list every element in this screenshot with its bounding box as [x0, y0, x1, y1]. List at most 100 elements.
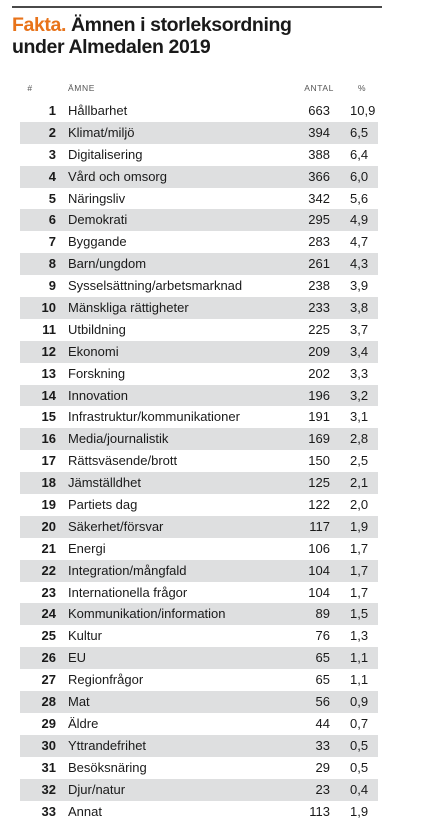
row-subject: Innovation	[68, 387, 128, 403]
row-percent: 4,7	[350, 234, 369, 250]
row-subject: Demokrati	[68, 212, 128, 228]
row-count: 104	[308, 584, 330, 600]
row-subject: Mat	[68, 694, 90, 710]
title-line2: under Almedalen 2019	[12, 36, 211, 58]
row-count: 238	[308, 278, 330, 294]
row-count: 233	[308, 300, 330, 316]
row-rank: 26	[41, 650, 56, 666]
row-rank: 13	[41, 365, 56, 381]
table-row: 19 Partiets dag 122 2,0	[20, 494, 378, 516]
row-subject: Kultur	[68, 628, 102, 644]
row-subject: Internationella frågor	[68, 584, 188, 600]
row-count: 29	[315, 759, 330, 775]
row-rank: 12	[41, 343, 56, 359]
row-subject: EU	[68, 650, 87, 666]
row-count: 89	[315, 606, 330, 622]
row-count: 366	[308, 168, 330, 184]
row-subject: Näringsliv	[68, 190, 126, 206]
row-subject: Regionfrågor	[68, 672, 144, 688]
table-row: 6 Demokrati 295 4,9	[20, 209, 378, 232]
row-count: 104	[308, 562, 330, 578]
row-percent: 0,9	[350, 694, 369, 710]
table-header: # ÄMNE ANTAL %	[20, 80, 378, 100]
row-subject: Utbildning	[68, 321, 126, 337]
row-count: 342	[308, 190, 330, 206]
row-rank: 19	[41, 497, 56, 513]
row-count: 225	[308, 321, 330, 337]
table-row: 29 Äldre 44 0,7	[20, 713, 378, 735]
row-subject: Vård och omsorg	[68, 168, 167, 184]
row-rank: 30	[41, 737, 56, 753]
row-subject: Energi	[68, 540, 106, 556]
row-rank: 21	[41, 540, 56, 556]
table-row: 14 Innovation 196 3,2	[20, 384, 378, 407]
row-rank: 18	[41, 475, 56, 491]
table-row: 27 Regionfrågor 65 1,1	[20, 669, 378, 691]
column-header-subject: ÄMNE	[68, 83, 95, 93]
row-percent: 0,7	[350, 715, 369, 731]
row-count: 33	[315, 737, 330, 753]
row-percent: 2,0	[350, 497, 369, 513]
table-row: 11 Utbildning 225 3,7	[20, 319, 378, 341]
table-row: 3 Digitalisering 388 6,4	[20, 144, 378, 166]
row-subject: Klimat/miljö	[68, 124, 135, 140]
row-count: 261	[308, 256, 330, 272]
row-percent: 1,5	[350, 606, 369, 622]
row-percent: 3,3	[350, 365, 369, 381]
row-percent: 5,6	[350, 190, 369, 206]
row-rank: 6	[48, 212, 56, 228]
row-percent: 3,1	[350, 409, 369, 425]
row-count: 150	[308, 453, 330, 469]
row-rank: 33	[41, 803, 56, 819]
row-rank: 17	[41, 453, 56, 469]
page-title: Fakta. Ämnen i storleksordning under Alm…	[12, 14, 382, 58]
table-row: 4 Vård och omsorg 366 6,0	[20, 165, 378, 188]
row-count: 169	[308, 431, 330, 447]
row-subject: Hållbarhet	[68, 103, 128, 118]
row-subject: Barn/ungdom	[68, 256, 147, 272]
row-rank: 28	[41, 694, 56, 710]
table-row: 21 Energi 106 1,7	[20, 538, 378, 560]
row-subject: Mänskliga rättigheter	[68, 300, 189, 316]
row-percent: 3,8	[350, 300, 369, 316]
row-percent: 3,2	[350, 387, 369, 403]
row-rank: 8	[48, 256, 56, 272]
row-percent: 0,5	[350, 737, 369, 753]
row-rank: 14	[41, 387, 56, 403]
row-percent: 4,3	[350, 256, 369, 272]
row-count: 283	[308, 234, 330, 250]
row-subject: Äldre	[68, 715, 99, 731]
table-row: 17 Rättsväsende/brott 150 2,5	[20, 450, 378, 472]
table-row: 31 Besöksnäring 29 0,5	[20, 757, 378, 779]
row-percent: 1,9	[350, 803, 369, 819]
row-rank: 1	[48, 103, 56, 118]
fact-box-header: Fakta. Ämnen i storleksordning under Alm…	[12, 6, 382, 58]
table-row: 13 Forskning 202 3,3	[20, 363, 378, 385]
table-row: 33 Annat 113 1,9	[20, 801, 378, 823]
row-percent: 0,5	[350, 759, 369, 775]
row-rank: 23	[41, 584, 56, 600]
row-percent: 4,9	[350, 212, 369, 228]
table-row: 5 Näringsliv 342 5,6	[20, 188, 378, 210]
row-percent: 6,4	[350, 146, 369, 162]
row-rank: 9	[48, 278, 56, 294]
row-rank: 25	[41, 628, 56, 644]
row-count: 76	[315, 628, 330, 644]
table-row: 10 Mänskliga rättigheter 233 3,8	[20, 297, 378, 319]
row-count: 191	[308, 409, 330, 425]
row-rank: 15	[41, 409, 56, 425]
row-rank: 10	[41, 300, 56, 316]
row-rank: 32	[41, 781, 56, 797]
row-subject: Kommunikation/information	[68, 606, 226, 622]
row-subject: Annat	[68, 803, 102, 819]
row-rank: 16	[41, 431, 56, 447]
table-row: 18 Jämställdhet 125 2,1	[20, 472, 378, 495]
row-percent: 3,7	[350, 321, 369, 337]
row-percent: 2,8	[350, 431, 369, 447]
row-count: 65	[315, 650, 330, 666]
table-row: 30 Yttrandefrihet 33 0,5	[20, 734, 378, 757]
table-row: 2 Klimat/miljö 394 6,5	[20, 121, 378, 144]
table-row: 15 Infrastruktur/kommunikationer 191 3,1	[20, 406, 378, 428]
row-count: 202	[308, 365, 330, 381]
row-count: 388	[308, 146, 330, 162]
